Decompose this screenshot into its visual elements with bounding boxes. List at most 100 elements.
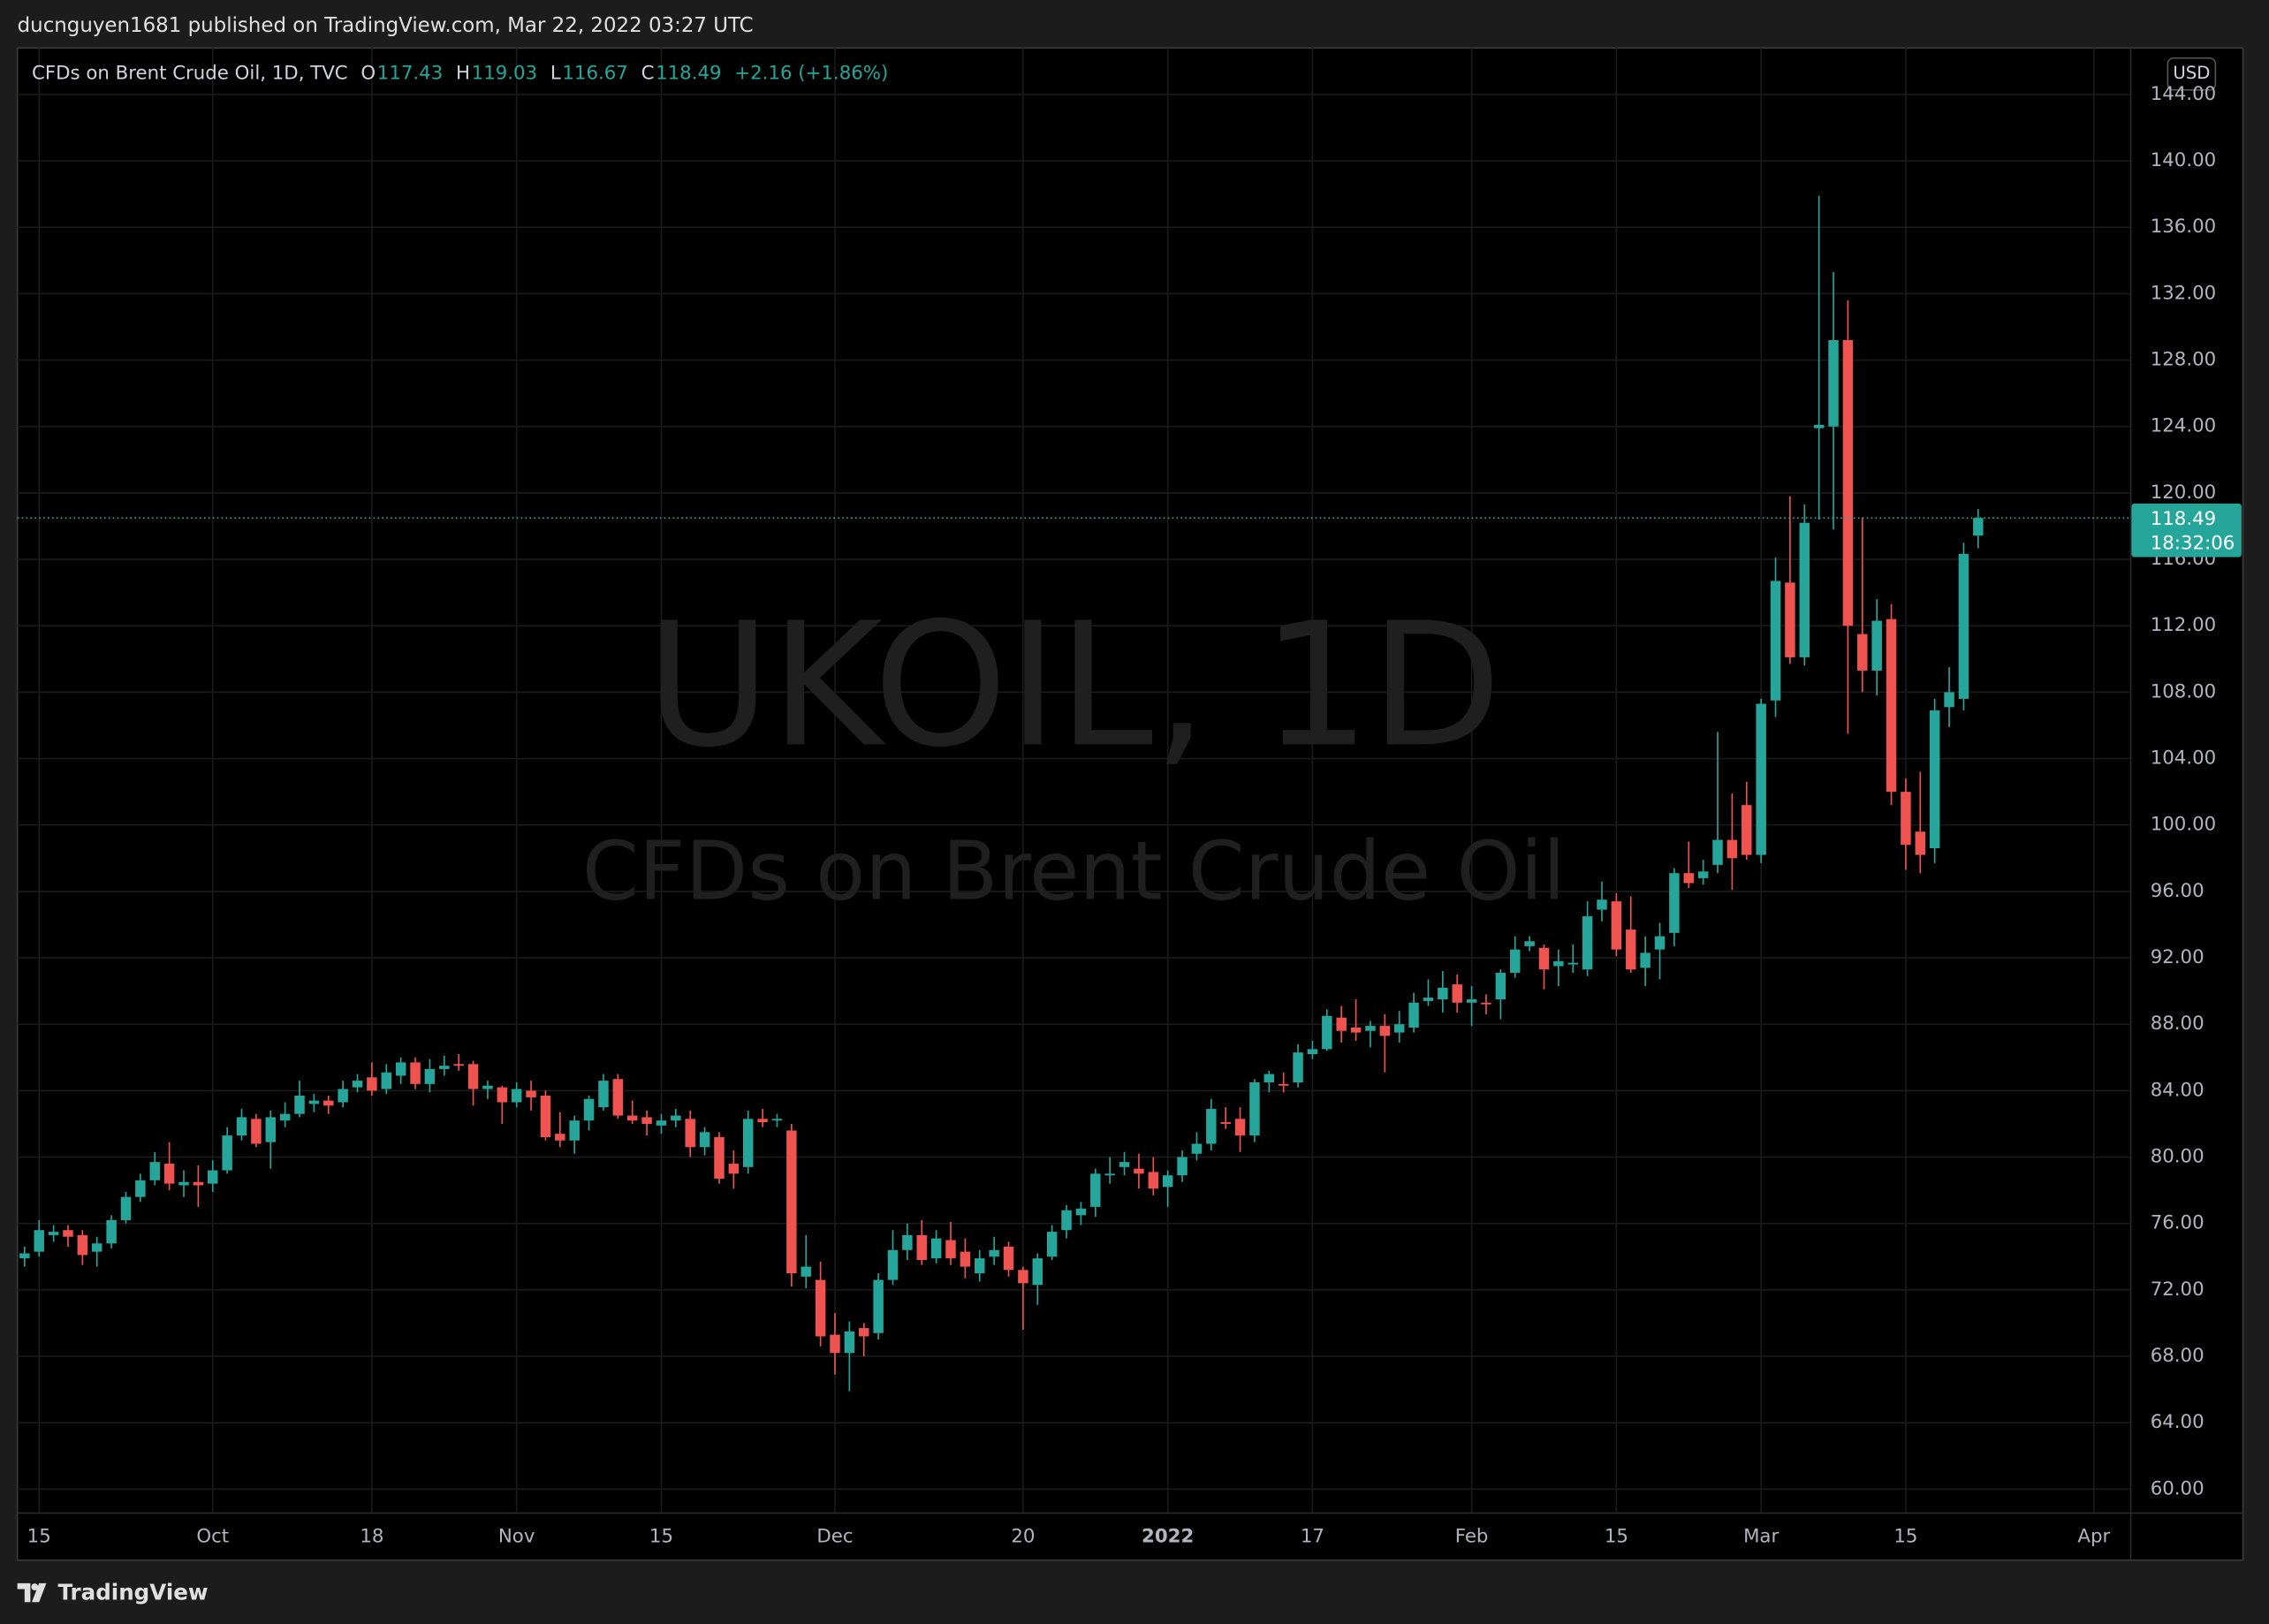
- currency-label[interactable]: USD: [2173, 63, 2210, 83]
- x-tick-label: 17: [1301, 1526, 1324, 1548]
- candle-body: [1191, 1143, 1203, 1154]
- y-tick-label: 140.00: [2151, 149, 2216, 171]
- candle-body: [786, 1130, 797, 1274]
- y-tick-label: 92.00: [2151, 946, 2204, 968]
- legend-letter: C: [641, 63, 655, 85]
- candle-body: [656, 1120, 667, 1126]
- candle-body: [916, 1234, 927, 1261]
- y-tick-label: 136.00: [2151, 216, 2216, 238]
- legend-change: +2.16 (+1.86%): [734, 63, 888, 85]
- candle-body: [1813, 424, 1825, 429]
- candle-body: [1293, 1052, 1303, 1082]
- candle-body: [1611, 901, 1622, 950]
- x-tick-label: Oct: [196, 1526, 229, 1548]
- y-tick-label: 64.00: [2151, 1411, 2204, 1433]
- candle-body: [1119, 1162, 1130, 1167]
- candle-body: [381, 1072, 392, 1089]
- candle-body: [135, 1180, 146, 1197]
- candle-body: [91, 1243, 102, 1252]
- candle-body: [467, 1064, 479, 1089]
- candle-body: [569, 1120, 580, 1141]
- candle-body: [1061, 1210, 1072, 1231]
- candle-body: [222, 1135, 232, 1171]
- candle-body: [801, 1266, 811, 1277]
- candle-body: [1046, 1232, 1058, 1257]
- candle-body: [1090, 1173, 1101, 1207]
- candle-body: [975, 1258, 985, 1274]
- candle-body: [163, 1164, 175, 1184]
- candle-body: [453, 1064, 464, 1066]
- candle-body: [1509, 949, 1521, 973]
- candle-body: [1466, 999, 1477, 1003]
- y-tick-label: 128.00: [2151, 349, 2216, 371]
- currency-box[interactable]: [2167, 57, 2217, 91]
- legend-letter: L: [550, 63, 561, 85]
- candle-body: [612, 1079, 624, 1116]
- candle-body: [1278, 1083, 1289, 1086]
- y-tick-label: 112.00: [2151, 614, 2216, 636]
- candle-body: [279, 1113, 291, 1121]
- candle-body: [1538, 947, 1550, 970]
- candle-body: [1393, 1024, 1405, 1033]
- footer-logo: [17, 1582, 47, 1603]
- publisher-line: ducnguyen1681 published on TradingView.c…: [18, 14, 754, 37]
- candle-body: [1162, 1175, 1173, 1188]
- candle-body: [251, 1119, 262, 1144]
- candle-body: [1104, 1173, 1115, 1176]
- candle-body: [439, 1066, 450, 1069]
- x-tick-label: 15: [27, 1526, 51, 1548]
- candle-body: [1032, 1258, 1043, 1286]
- candle-body: [1134, 1168, 1144, 1174]
- candle-body: [395, 1062, 406, 1076]
- candle-body: [815, 1279, 826, 1337]
- candle-body: [1495, 972, 1506, 1000]
- candle-body: [34, 1230, 44, 1252]
- candle-body: [497, 1087, 508, 1103]
- candle-body: [265, 1117, 276, 1142]
- legend-value: 116.67: [562, 63, 627, 85]
- candle-body: [1003, 1247, 1014, 1271]
- candle-body: [1929, 710, 1940, 849]
- candle-body: [714, 1136, 725, 1179]
- candle-body: [1697, 871, 1709, 878]
- y-tick-label: 96.00: [2151, 880, 2204, 902]
- x-tick-label: Feb: [1455, 1526, 1489, 1548]
- candle-body: [338, 1089, 348, 1103]
- chart-panel: [16, 47, 2244, 1561]
- candle-body: [1726, 839, 1738, 859]
- candle-body: [902, 1234, 913, 1250]
- candle-body: [1871, 620, 1882, 671]
- candle-body: [208, 1170, 218, 1184]
- candle-body: [1654, 936, 1666, 950]
- candle-body: [626, 1115, 638, 1121]
- legend-title: CFDs on Brent Crude Oil, 1D, TVC: [32, 63, 348, 85]
- y-tick-label: 144.00: [2151, 83, 2216, 105]
- candle-body: [1322, 1015, 1332, 1050]
- candle-body: [1842, 339, 1854, 626]
- candle-body: [873, 1279, 884, 1333]
- countdown-label: 18:32:06: [2151, 533, 2235, 555]
- candle-body: [540, 1096, 551, 1137]
- candle-body: [699, 1132, 710, 1148]
- candle-body: [1901, 792, 1911, 846]
- candle-body: [1756, 703, 1766, 855]
- logo-slash: [32, 1582, 47, 1603]
- candle-body: [48, 1232, 59, 1235]
- candle-body: [1249, 1081, 1260, 1136]
- candle-body: [1365, 1026, 1376, 1031]
- candle-body: [728, 1164, 740, 1174]
- candle-body: [1567, 962, 1578, 965]
- candle-body: [120, 1196, 132, 1220]
- candle-body: [308, 1100, 320, 1104]
- candle-body: [1958, 553, 1969, 699]
- candle-body: [859, 1328, 869, 1337]
- candle-body: [1886, 618, 1897, 793]
- candle-body: [1669, 873, 1680, 933]
- candle-body: [1206, 1109, 1217, 1144]
- candle-body: [193, 1181, 204, 1186]
- candle-body: [106, 1219, 117, 1244]
- y-tick-label: 132.00: [2151, 282, 2216, 304]
- candle-body: [352, 1081, 363, 1088]
- x-tick-label: 15: [1893, 1526, 1917, 1548]
